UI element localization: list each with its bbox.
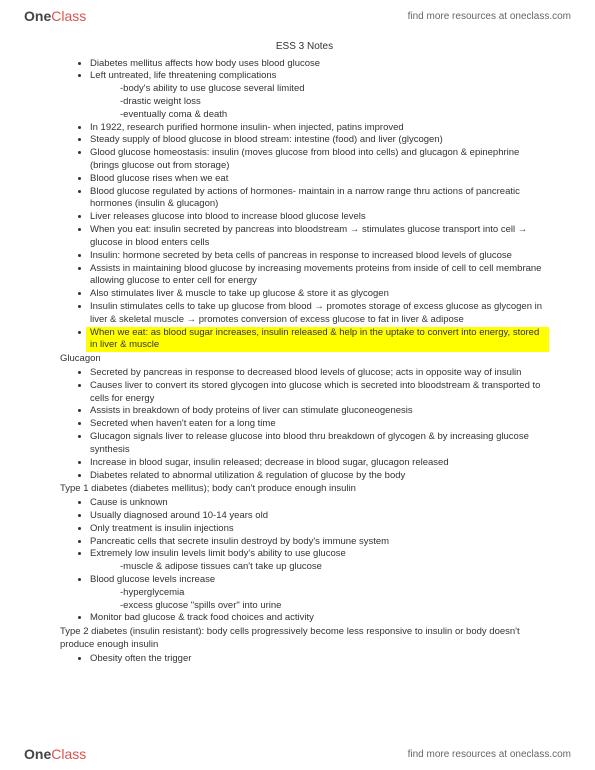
list-item: Diabetes related to abnormal utilization…	[90, 470, 549, 483]
list-item: When you eat: insulin secreted by pancre…	[90, 224, 549, 250]
highlight-text: When we eat: as blood sugar increases, i…	[86, 327, 549, 353]
logo-part2: Class	[51, 746, 86, 762]
logo-part2: Class	[51, 8, 86, 24]
list-item: Only treatment is insulin injections	[90, 523, 549, 536]
list-item: Insulin stimulates cells to take up gluc…	[90, 301, 549, 327]
logo-part1: One	[24, 8, 51, 24]
list-item: Left untreated, life threatening complic…	[90, 70, 549, 121]
list-item: Cause is unknown	[90, 497, 549, 510]
document-body: ESS 3 Notes Diabetes mellitus affects ho…	[60, 40, 549, 730]
sub-line: -muscle & adipose tissues can't take up …	[90, 561, 549, 574]
list-item-text: Extremely low insulin levels limit body'…	[90, 548, 346, 559]
sub-line: -drastic weight loss	[90, 96, 549, 109]
section-heading-type1: Type 1 diabetes (diabetes mellitus); bod…	[60, 483, 549, 496]
section-heading-glucagon: Glucagon	[60, 353, 549, 366]
list-item: Liver releases glucose into blood to inc…	[90, 211, 549, 224]
glucagon-list: Secreted by pancreas in response to decr…	[60, 367, 549, 482]
list-item: Secreted by pancreas in response to decr…	[90, 367, 549, 380]
list-item: Causes liver to convert its stored glyco…	[90, 380, 549, 406]
footer: OneClass find more resources at oneclass…	[0, 738, 595, 770]
logo-part1: One	[24, 746, 51, 762]
list-item: Also stimulates liver & muscle to take u…	[90, 288, 549, 301]
type1-list: Cause is unknown Usually diagnosed aroun…	[60, 497, 549, 625]
section-heading-type2: Type 2 diabetes (insulin resistant): bod…	[60, 626, 549, 652]
list-item: Obesity often the trigger	[90, 653, 549, 666]
type2-list: Obesity often the trigger	[60, 653, 549, 666]
list-item-text: Blood glucose levels increase	[90, 574, 215, 585]
list-item: Steady supply of blood glucose in blood …	[90, 134, 549, 147]
list-item: Insulin: hormone secreted by beta cells …	[90, 250, 549, 263]
header-link[interactable]: find more resources at oneclass.com	[408, 11, 571, 22]
list-item: Assists in maintaining blood glucose by …	[90, 263, 549, 289]
page-title: ESS 3 Notes	[60, 40, 549, 54]
list-item: Pancreatic cells that secrete insulin de…	[90, 536, 549, 549]
list-item-highlighted: When we eat: as blood sugar increases, i…	[90, 327, 549, 353]
list-item: Usually diagnosed around 10-14 years old	[90, 510, 549, 523]
logo: OneClass	[24, 746, 86, 762]
footer-link[interactable]: find more resources at oneclass.com	[408, 749, 571, 760]
list-item: Blood glucose rises when we eat	[90, 173, 549, 186]
sub-line: -excess glucose "spills over" into urine	[90, 600, 549, 613]
list-item: Blood glucose levels increase -hyperglyc…	[90, 574, 549, 612]
list-item-text: Left untreated, life threatening complic…	[90, 70, 276, 81]
sub-line: -body's ability to use glucose several l…	[90, 83, 549, 96]
list-item: Increase in blood sugar, insulin release…	[90, 457, 549, 470]
header: OneClass find more resources at oneclass…	[0, 0, 595, 32]
sub-line: -eventually coma & death	[90, 109, 549, 122]
sub-line: -hyperglycemia	[90, 587, 549, 600]
list-item: Glucagon signals liver to release glucos…	[90, 431, 549, 457]
list-item: Glood glucose homeostasis: insulin (move…	[90, 147, 549, 173]
section-intro-list: Diabetes mellitus affects how body uses …	[60, 58, 549, 353]
list-item: Secreted when haven't eaten for a long t…	[90, 418, 549, 431]
list-item: Monitor bad glucose & track food choices…	[90, 612, 549, 625]
logo: OneClass	[24, 8, 86, 24]
list-item: Extremely low insulin levels limit body'…	[90, 548, 549, 574]
list-item: Assists in breakdown of body proteins of…	[90, 405, 549, 418]
list-item: Blood glucose regulated by actions of ho…	[90, 186, 549, 212]
list-item: In 1922, research purified hormone insul…	[90, 122, 549, 135]
list-item: Diabetes mellitus affects how body uses …	[90, 58, 549, 71]
